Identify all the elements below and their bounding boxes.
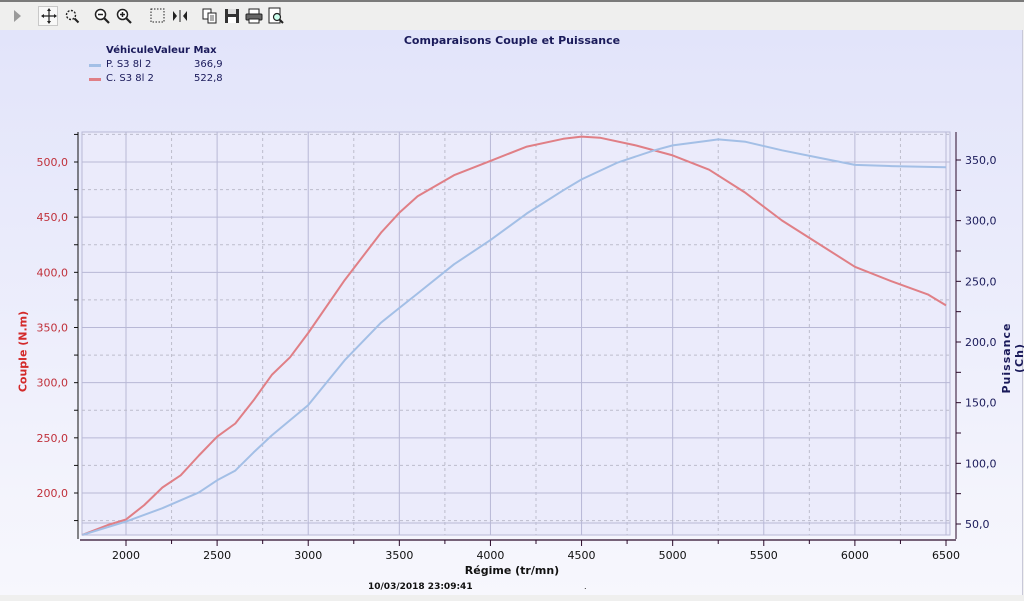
x-tick-label: 5000	[659, 549, 687, 562]
print-preview-button[interactable]	[266, 6, 286, 26]
legend-item[interactable]: P. S3 8l 2 366,9	[86, 58, 223, 72]
legend-swatch-power	[89, 64, 101, 67]
y-tick-label-left: 200,0	[37, 487, 69, 500]
play-button[interactable]	[8, 6, 28, 26]
x-tick-label: 3500	[385, 549, 413, 562]
legend-name: P. S3 8l 2	[106, 59, 152, 70]
y-tick-label-right: 100,0	[965, 457, 997, 470]
y-tick-label-left: 350,0	[37, 321, 69, 334]
dot-marker: .	[584, 582, 587, 591]
zoom-in-button[interactable]	[114, 6, 134, 26]
power-curve	[82, 138, 947, 536]
y-tick-label-right: 50,0	[965, 518, 990, 531]
select-rect-icon	[150, 8, 165, 23]
print-icon	[245, 8, 263, 24]
y-tick-label-right: 350,0	[965, 154, 997, 167]
print-preview-icon	[268, 7, 284, 24]
pan-button[interactable]	[38, 6, 58, 26]
zoom-fit-icon	[65, 9, 80, 24]
zoom-fit-button[interactable]	[62, 6, 82, 26]
zoom-out-icon	[94, 8, 110, 24]
y-tick-label-right: 200,0	[965, 336, 997, 349]
chart-title: Comparaisons Couple et Puissance	[403, 34, 621, 47]
y-tick-label-left: 500,0	[37, 156, 69, 169]
legend-header: VéhiculeValeur Max	[86, 44, 217, 58]
legend: VéhiculeValeur Max P. S3 8l 2 366,9 C. S…	[86, 44, 223, 86]
y-tick-label-left: 250,0	[37, 432, 69, 445]
legend-swatch-torque	[89, 78, 101, 81]
x-tick-label: 4500	[568, 549, 596, 562]
x-tick-label: 6000	[841, 549, 869, 562]
legend-value: 522,8	[194, 73, 223, 84]
split-button[interactable]	[170, 6, 190, 26]
legend-value: 366,9	[194, 59, 223, 70]
pan-icon	[41, 8, 57, 24]
y-tick-label-left: 400,0	[37, 266, 69, 279]
plot-area	[81, 131, 951, 536]
legend-header-value: Valeur Max	[153, 45, 217, 56]
copy-icon	[202, 8, 217, 24]
y-tick-label-left: 300,0	[37, 377, 69, 390]
x-tick-label: 2000	[112, 549, 140, 562]
x-tick-label: 3000	[294, 549, 322, 562]
bottom-strip	[0, 595, 1024, 601]
select-rect-button[interactable]	[148, 6, 168, 26]
save-button[interactable]	[222, 6, 242, 26]
legend-name: C. S3 8l 2	[106, 73, 154, 84]
x-tick-label: 4000	[476, 549, 504, 562]
copy-button[interactable]	[200, 6, 220, 26]
zoom-out-button[interactable]	[92, 6, 112, 26]
play-icon	[14, 10, 21, 22]
chart-toolbar	[0, 0, 1024, 30]
timestamp: 10/03/2018 23:09:41	[368, 582, 473, 592]
x-axis-label: Régime (tr/mn)	[464, 564, 560, 577]
y-axis-right-label: Puissance (Ch)	[1000, 322, 1024, 394]
zoom-in-icon	[116, 8, 132, 24]
y-tick-label-right: 300,0	[965, 215, 997, 228]
x-tick-label: 6500	[932, 549, 960, 562]
x-tick-label: 5500	[750, 549, 778, 562]
save-icon	[225, 9, 239, 23]
print-button[interactable]	[244, 6, 264, 26]
x-tick-label: 2500	[203, 549, 231, 562]
torque-curve	[81, 135, 947, 536]
y-tick-label-left: 450,0	[37, 211, 69, 224]
y-tick-label-right: 250,0	[965, 275, 997, 288]
y-axis-left-label: Couple (N.m)	[16, 310, 30, 393]
legend-item[interactable]: C. S3 8l 2 522,8	[86, 72, 223, 86]
y-tick-label-right: 150,0	[965, 397, 997, 410]
legend-header-vehicle: Véhicule	[106, 45, 154, 56]
split-icon	[173, 10, 187, 22]
